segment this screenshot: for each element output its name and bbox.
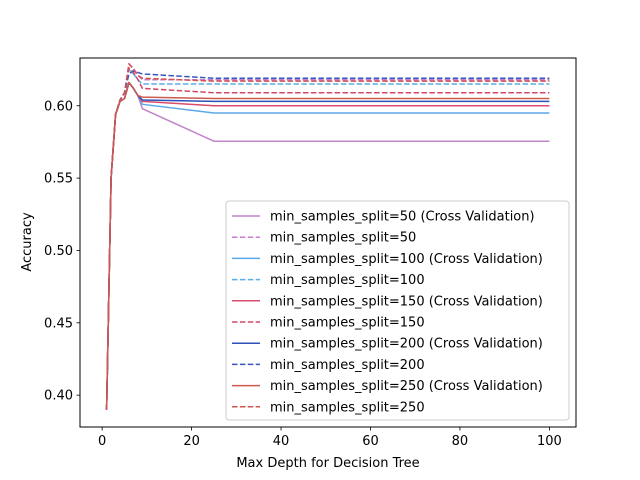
- plot-lines: [105, 63, 550, 410]
- y-tick-label: 0.40: [44, 389, 73, 404]
- legend-label-8: min_samples_split=250 (Cross Validation): [270, 379, 543, 394]
- legend-label-3: min_samples_split=100: [270, 273, 425, 288]
- series-line-8: [105, 81, 550, 410]
- legend-label-4: min_samples_split=150 (Cross Validation): [270, 294, 543, 309]
- y-tick-label: 0.50: [44, 244, 73, 259]
- series-line-9: [105, 63, 550, 410]
- legend-label-6: min_samples_split=200 (Cross Validation): [270, 337, 543, 352]
- legend-box: [225, 200, 570, 421]
- legend-label-9: min_samples_split=250: [270, 400, 425, 415]
- x-tick-label: 100: [537, 434, 562, 449]
- x-tick-label: 0: [98, 434, 106, 449]
- y-tick-label: 0.55: [44, 172, 73, 187]
- x-tick-label: 80: [452, 434, 469, 449]
- x-axis-ticks: 0 20 40 60 80 100: [98, 427, 562, 449]
- x-tick-label: 60: [362, 434, 379, 449]
- legend-label-5: min_samples_split=150: [270, 316, 425, 331]
- legend: min_samples_split=50 (Cross Validation) m…: [225, 200, 570, 421]
- x-tick-label: 40: [273, 434, 290, 449]
- legend-label-0: min_samples_split=50 (Cross Validation): [270, 210, 535, 225]
- x-tick-label: 20: [183, 434, 200, 449]
- legend-label-1: min_samples_split=50: [270, 231, 416, 246]
- plot-frame: [79, 57, 577, 428]
- y-tick-label: 0.60: [44, 99, 73, 114]
- legend-label-2: min_samples_split=100 (Cross Validation): [270, 252, 543, 267]
- y-tick-label: 0.45: [44, 316, 73, 331]
- y-axis-ticks: 0.40 0.45 0.50 0.55 0.60: [44, 99, 80, 404]
- y-axis-label: Accuracy: [20, 212, 35, 272]
- legend-label-7: min_samples_split=200: [270, 358, 425, 373]
- x-axis-label: Max Depth for Decision Tree: [236, 456, 419, 471]
